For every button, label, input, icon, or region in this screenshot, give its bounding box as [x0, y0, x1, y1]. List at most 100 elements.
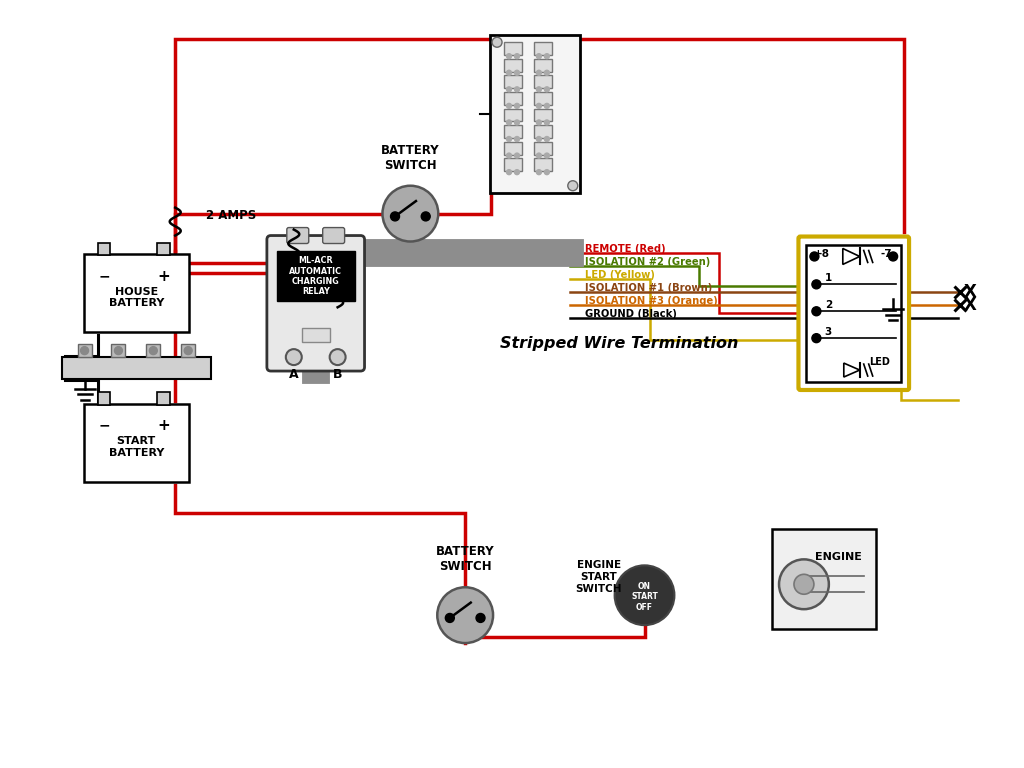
Circle shape — [537, 120, 542, 125]
Text: REMOTE (Red): REMOTE (Red) — [585, 244, 666, 254]
Bar — [61, 357, 211, 379]
Text: BATTERY
SWITCH: BATTERY SWITCH — [381, 144, 439, 172]
Circle shape — [507, 120, 512, 125]
Circle shape — [537, 137, 542, 141]
Text: 3: 3 — [824, 327, 831, 337]
Circle shape — [507, 87, 512, 92]
Circle shape — [383, 186, 438, 241]
Circle shape — [81, 346, 88, 355]
Bar — [504, 158, 522, 171]
Circle shape — [537, 70, 542, 75]
Text: ENGINE
START
SWITCH: ENGINE START SWITCH — [575, 561, 622, 594]
Bar — [146, 344, 161, 357]
Circle shape — [537, 153, 542, 158]
Circle shape — [545, 87, 549, 92]
Bar — [534, 75, 552, 88]
Bar — [534, 92, 552, 105]
Circle shape — [537, 87, 542, 92]
Circle shape — [421, 212, 430, 221]
Circle shape — [812, 306, 821, 316]
Text: LED (Yellow): LED (Yellow) — [585, 270, 654, 280]
Text: ENGINE: ENGINE — [815, 552, 862, 562]
Text: −: − — [98, 270, 110, 283]
Bar — [158, 243, 170, 256]
Circle shape — [437, 588, 494, 643]
Bar — [504, 108, 522, 121]
Circle shape — [286, 349, 302, 365]
Circle shape — [545, 137, 549, 141]
Text: ISOLATION #1 (Brown): ISOLATION #1 (Brown) — [585, 283, 712, 293]
Circle shape — [545, 54, 549, 58]
Bar — [504, 92, 522, 105]
Circle shape — [493, 38, 502, 47]
Circle shape — [514, 137, 519, 141]
Text: START: START — [631, 591, 658, 601]
Circle shape — [514, 70, 519, 75]
Circle shape — [537, 170, 542, 174]
Circle shape — [514, 87, 519, 92]
Circle shape — [614, 565, 675, 625]
Circle shape — [545, 153, 549, 158]
Bar — [534, 59, 552, 71]
Text: ISOLATION #2 (Green): ISOLATION #2 (Green) — [585, 257, 710, 267]
Text: OFF: OFF — [636, 603, 653, 611]
Bar — [534, 141, 552, 154]
Circle shape — [514, 153, 519, 158]
Circle shape — [507, 153, 512, 158]
Circle shape — [507, 70, 512, 75]
Bar — [158, 392, 170, 405]
Bar — [534, 158, 552, 171]
Circle shape — [514, 170, 519, 174]
Text: 2 AMPS: 2 AMPS — [206, 209, 256, 222]
FancyBboxPatch shape — [287, 227, 309, 243]
Polygon shape — [844, 363, 860, 377]
Circle shape — [794, 574, 814, 594]
Text: ISOLATION #3 (Orange): ISOLATION #3 (Orange) — [585, 296, 718, 306]
Text: +: + — [158, 269, 170, 284]
Text: Stripped Wire Termination: Stripped Wire Termination — [501, 336, 738, 351]
Circle shape — [537, 54, 542, 58]
Text: ON: ON — [638, 582, 651, 591]
Text: X: X — [964, 296, 977, 314]
FancyBboxPatch shape — [84, 404, 188, 482]
Circle shape — [330, 349, 346, 365]
FancyBboxPatch shape — [84, 254, 188, 333]
Bar — [112, 344, 125, 357]
Circle shape — [150, 346, 158, 355]
FancyBboxPatch shape — [323, 227, 345, 243]
Circle shape — [507, 170, 512, 174]
Text: +: + — [158, 419, 170, 433]
Text: HOUSE
BATTERY: HOUSE BATTERY — [109, 286, 164, 308]
Circle shape — [812, 280, 821, 289]
Bar — [97, 392, 111, 405]
Bar — [504, 42, 522, 55]
Text: −: − — [98, 419, 110, 433]
Circle shape — [537, 104, 542, 108]
Bar — [504, 75, 522, 88]
Text: ML-ACR
AUTOMATIC
CHARGING
RELAY: ML-ACR AUTOMATIC CHARGING RELAY — [289, 257, 342, 296]
Bar — [534, 125, 552, 138]
Circle shape — [507, 104, 512, 108]
Circle shape — [545, 104, 549, 108]
FancyBboxPatch shape — [799, 237, 909, 390]
Circle shape — [889, 252, 898, 261]
Circle shape — [810, 252, 819, 261]
Circle shape — [514, 54, 519, 58]
Circle shape — [514, 104, 519, 108]
Circle shape — [514, 120, 519, 125]
Circle shape — [507, 54, 512, 58]
Circle shape — [779, 559, 828, 609]
FancyBboxPatch shape — [771, 529, 877, 629]
Text: BATTERY
SWITCH: BATTERY SWITCH — [436, 545, 495, 574]
Text: +8: +8 — [813, 250, 829, 260]
Circle shape — [507, 137, 512, 141]
Bar — [276, 251, 354, 301]
Bar — [302, 328, 330, 343]
Text: 1: 1 — [824, 273, 831, 283]
Circle shape — [545, 120, 549, 125]
Bar — [807, 244, 901, 382]
Text: START
BATTERY: START BATTERY — [109, 436, 164, 458]
Text: GROUND (Black): GROUND (Black) — [585, 310, 677, 319]
Polygon shape — [843, 249, 860, 264]
Circle shape — [115, 346, 123, 355]
